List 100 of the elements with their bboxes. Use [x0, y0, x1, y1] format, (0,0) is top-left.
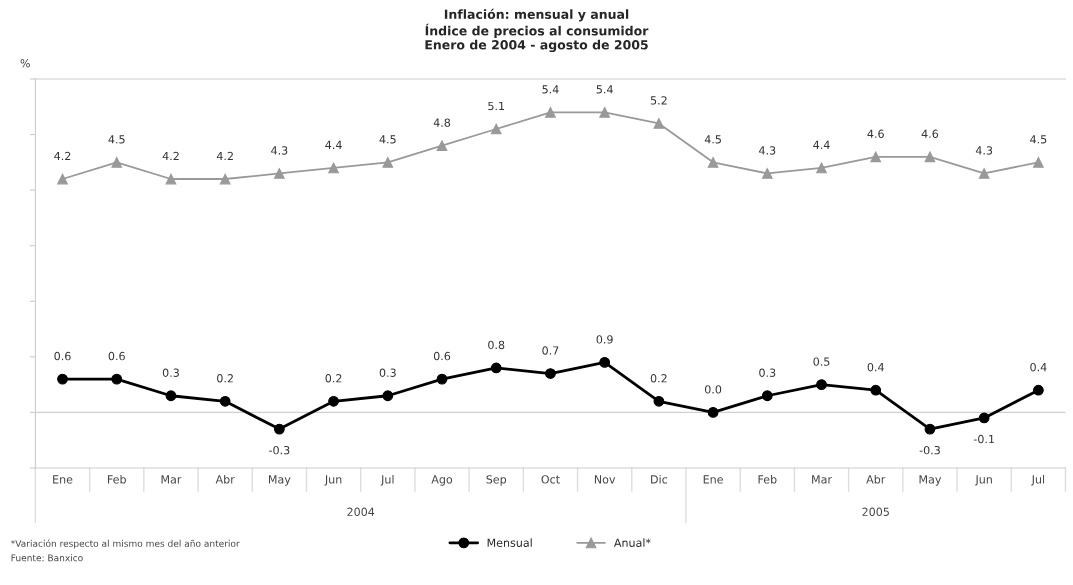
point: [328, 395, 339, 407]
y-axis-title: %: [20, 59, 30, 68]
point: [490, 362, 502, 374]
data-label: 4.2: [54, 151, 71, 161]
data-label: 4.3: [975, 146, 993, 155]
x-tick-label: Ago: [431, 475, 453, 486]
data-label: -0.1: [973, 434, 994, 444]
text: *Variación respecto al mismo mes del año anterior: [11, 539, 240, 549]
point: [978, 168, 990, 179]
data-label: 4.6: [921, 129, 939, 138]
data-label: 4.3: [759, 146, 776, 155]
data-label: 0.6: [108, 351, 125, 361]
data-label: 0.6: [433, 351, 451, 361]
x-tick-label: Mar: [812, 475, 832, 484]
x-tick-label: Sep: [486, 475, 507, 486]
data-label: 5.2: [650, 96, 667, 105]
x-tick-label: Feb: [758, 474, 777, 484]
point: [707, 156, 719, 168]
data-label: 0.0: [704, 385, 722, 394]
data-label: 4.5: [704, 135, 721, 144]
point: [599, 357, 611, 368]
legend-label: Anual*: [613, 538, 651, 547]
point: [978, 412, 990, 424]
point: [165, 390, 177, 402]
data-label: 4.3: [271, 146, 288, 155]
text: 2004: [347, 507, 375, 516]
data-label: 4.5: [1030, 135, 1047, 144]
x-tick-label: Jul: [380, 474, 394, 486]
x-tick-label: Ene: [53, 475, 73, 484]
data-label: 4.8: [433, 118, 451, 127]
data-label: 5.1: [488, 101, 505, 111]
point: [816, 162, 827, 174]
point: [273, 423, 285, 435]
chart-title: Inflación: mensual y anual Índice de precios al consumidor Enero de 2004 - agosto de 2005: [425, 8, 649, 53]
x-tick-label: Feb: [107, 474, 126, 484]
data-label: 0.2: [217, 374, 233, 383]
point: [1033, 156, 1044, 168]
x-tick-label: Jun: [974, 475, 992, 486]
x-tick-label: Jun: [324, 475, 342, 486]
data-label: 0.3: [759, 368, 776, 377]
point: [273, 168, 285, 179]
data-label: 0.4: [867, 362, 884, 372]
point: [870, 384, 882, 396]
source-note: Fuente: Banxico: [11, 554, 83, 562]
point: [1033, 384, 1044, 396]
x-tick-label: Dic: [651, 474, 668, 484]
point: [490, 123, 502, 135]
point: [57, 173, 68, 185]
x-tick-label: May: [268, 475, 291, 486]
point: [165, 173, 177, 185]
point: [436, 373, 448, 385]
data-label: 0.2: [325, 374, 342, 383]
point: [545, 106, 556, 118]
data-label: 0.9: [596, 335, 613, 344]
x-tick-label: Oct: [541, 475, 560, 484]
point: [653, 395, 665, 407]
x-tick-label: Abr: [215, 474, 235, 484]
data-label: 4.5: [379, 135, 396, 144]
data-label: 0.3: [162, 368, 179, 377]
data-label: 0.5: [813, 357, 830, 366]
data-label: 5.4: [542, 85, 559, 94]
data-label: 4.2: [216, 151, 233, 161]
point: [599, 106, 611, 118]
point: [219, 173, 231, 185]
data-label: 5.4: [596, 85, 613, 94]
point: [111, 373, 123, 385]
data-label: -0.3: [269, 445, 290, 455]
data-label: -0.3: [919, 445, 940, 455]
point: [382, 156, 394, 168]
point: [328, 162, 339, 174]
data-label: 0.4: [1030, 362, 1047, 372]
data-label: 4.6: [867, 129, 884, 138]
x-tick-label: Ene: [703, 475, 723, 484]
point: [761, 390, 773, 402]
x-tick-label: Jul: [1031, 474, 1045, 486]
point: [924, 151, 936, 163]
data-label: 0.2: [650, 374, 667, 383]
point: [761, 168, 773, 179]
x-tick-label: Abr: [866, 474, 886, 484]
data-label: 4.2: [162, 151, 179, 161]
text: 2005: [862, 507, 889, 516]
point: [219, 395, 231, 407]
data-label: 0.8: [488, 340, 505, 350]
point: [382, 390, 394, 402]
data-label: 4.5: [108, 135, 125, 144]
point: [436, 140, 448, 152]
data-label: 0.3: [379, 368, 396, 377]
point: [870, 151, 882, 163]
legend-label: Mensual: [487, 538, 532, 547]
x-tick-label: May: [919, 475, 942, 486]
point: [707, 407, 719, 418]
point: [111, 156, 123, 168]
point: [816, 379, 827, 391]
data-label: 0.7: [542, 346, 559, 355]
x-tick-label: Nov: [594, 475, 616, 484]
data-label: 4.4: [813, 140, 830, 149]
point: [57, 373, 68, 385]
point: [653, 118, 665, 129]
x-tick-label: Mar: [161, 475, 182, 484]
data-label: 0.6: [54, 351, 71, 361]
